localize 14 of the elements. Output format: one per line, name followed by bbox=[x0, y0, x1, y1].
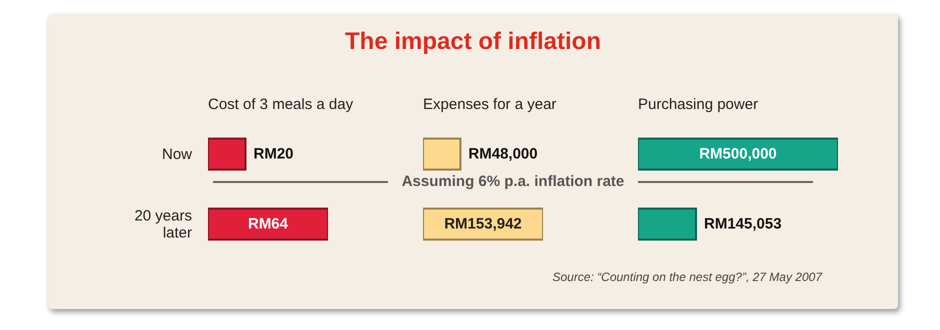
y-tick-label: Now bbox=[162, 146, 192, 162]
chart-title: Cost of 3 meals a day bbox=[208, 95, 354, 114]
data-label: RM64 bbox=[248, 216, 289, 233]
data-label: RM20 bbox=[254, 146, 294, 163]
annotation: Assuming 6% p.a. inflation rate bbox=[400, 172, 626, 192]
chart-title: Purchasing power bbox=[638, 95, 760, 114]
text: The impact of inflation bbox=[344, 28, 602, 56]
chart-title: Expenses for a year bbox=[423, 95, 558, 114]
y-tick-label: 20 years later bbox=[134, 207, 192, 241]
data-label: RM153,942 bbox=[444, 216, 522, 233]
data-label: RM145,053 bbox=[704, 216, 782, 233]
data-label: RM500,000 bbox=[699, 146, 777, 163]
annotation: Source: “Counting on the nest egg?”, 27 May 2007 bbox=[552, 270, 822, 284]
data-label: RM48,000 bbox=[468, 146, 538, 163]
